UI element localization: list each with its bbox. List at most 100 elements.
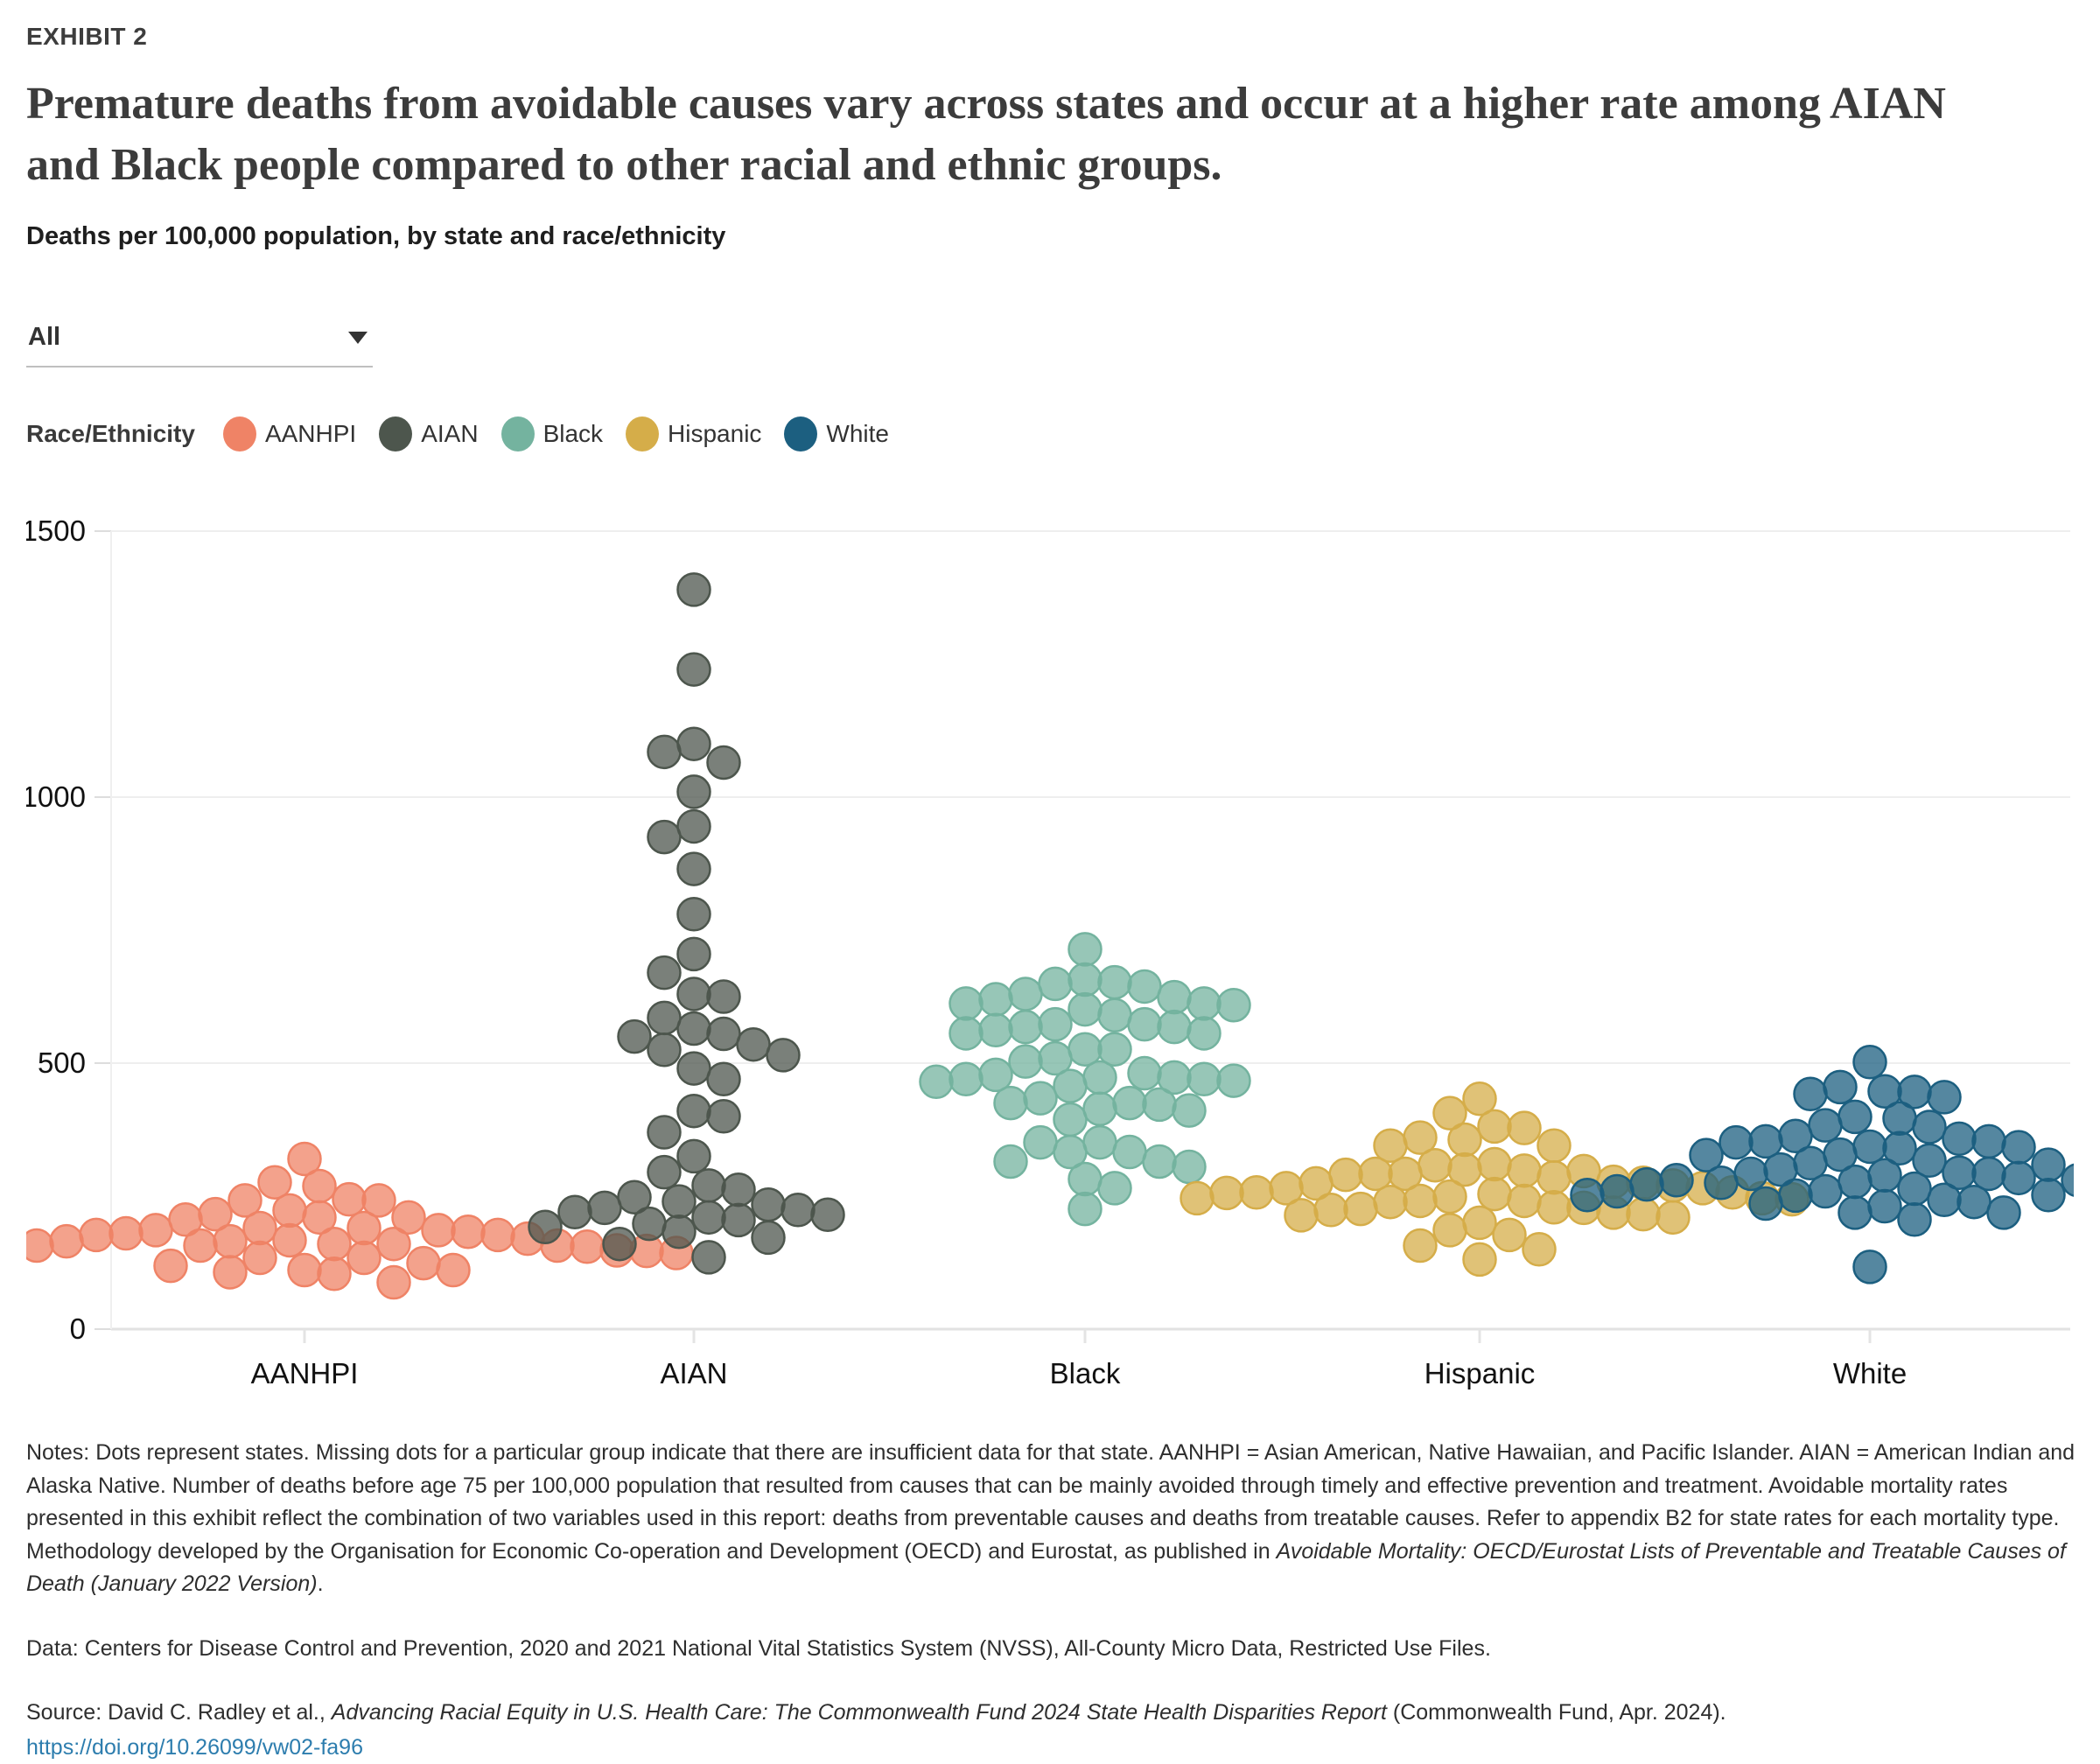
data-point-aanhpi[interactable] [272, 1194, 307, 1228]
data-point-white[interactable] [1600, 1174, 1634, 1209]
data-point-hispanic[interactable] [1656, 1200, 1690, 1236]
data-point-aanhpi[interactable] [421, 1213, 456, 1249]
data-point-black[interactable] [1053, 1102, 1088, 1138]
data-point-white[interactable] [1629, 1167, 1664, 1202]
data-point-white[interactable] [1704, 1166, 1739, 1200]
data-point-aanhpi[interactable] [242, 1241, 277, 1276]
data-point-aanhpi[interactable] [346, 1241, 382, 1276]
data-point-black[interactable] [1127, 970, 1162, 1004]
data-point-hispanic[interactable] [1418, 1148, 1452, 1183]
data-point-black[interactable] [1172, 1150, 1207, 1185]
data-point-aian[interactable] [691, 1168, 726, 1203]
data-point-aian[interactable] [602, 1227, 637, 1262]
data-point-aian[interactable] [721, 1172, 756, 1208]
data-point-hispanic[interactable] [1522, 1232, 1557, 1267]
data-point-hispanic[interactable] [1239, 1175, 1274, 1210]
data-point-white[interactable] [1912, 1110, 1947, 1145]
data-point-white[interactable] [1718, 1125, 1754, 1160]
data-point-white[interactable] [2001, 1160, 2036, 1196]
data-point-white[interactable] [1942, 1121, 1977, 1157]
data-point-black[interactable] [1097, 965, 1132, 1000]
data-point-hispanic[interactable] [1373, 1128, 1408, 1164]
data-point-white[interactable] [1971, 1124, 2006, 1159]
data-point-hispanic[interactable] [1626, 1197, 1661, 1232]
data-point-white[interactable] [2031, 1178, 2066, 1213]
data-point-aanhpi[interactable] [108, 1216, 144, 1251]
data-point-aian[interactable] [706, 746, 741, 780]
data-point-black[interactable] [1097, 998, 1132, 1033]
data-point-aanhpi[interactable] [242, 1211, 277, 1246]
data-point-aian[interactable] [751, 1221, 786, 1256]
data-point-aanhpi[interactable] [49, 1224, 84, 1259]
data-point-white[interactable] [1823, 1069, 1858, 1105]
data-point-aian[interactable] [766, 1038, 801, 1074]
data-point-black[interactable] [1023, 1125, 1058, 1160]
data-point-aian[interactable] [676, 897, 711, 932]
data-point-hispanic[interactable] [1432, 1180, 1467, 1214]
data-point-aian[interactable] [662, 1214, 696, 1250]
data-point-black[interactable] [1216, 988, 1251, 1023]
data-point-black[interactable] [948, 986, 984, 1022]
data-point-white[interactable] [1689, 1138, 1724, 1173]
data-point-white[interactable] [1793, 1076, 1828, 1112]
data-point-black[interactable] [1008, 976, 1043, 1012]
data-point-aian[interactable] [676, 774, 711, 810]
data-point-aanhpi[interactable] [436, 1253, 471, 1288]
data-point-aian[interactable] [691, 1200, 726, 1236]
data-point-white[interactable] [1808, 1174, 1843, 1209]
data-point-hispanic[interactable] [1343, 1192, 1378, 1227]
data-point-aian[interactable] [632, 1207, 667, 1242]
data-point-aanhpi[interactable] [19, 1228, 54, 1264]
data-point-white[interactable] [1897, 1172, 1932, 1207]
data-point-aanhpi[interactable] [272, 1223, 307, 1258]
data-point-aanhpi[interactable] [183, 1228, 218, 1264]
data-point-aanhpi[interactable] [213, 1224, 248, 1259]
data-point-black[interactable] [978, 982, 1013, 1018]
data-point-white[interactable] [1867, 1158, 1902, 1194]
data-point-black[interactable] [1142, 1144, 1177, 1180]
data-point-black[interactable] [919, 1064, 954, 1100]
data-point-aian[interactable] [647, 1032, 682, 1068]
data-point-white[interactable] [1986, 1195, 2021, 1230]
data-point-aian[interactable] [676, 652, 711, 688]
data-point-black[interactable] [993, 1086, 1028, 1121]
data-point-white[interactable] [1838, 1100, 1872, 1135]
data-point-black[interactable] [1068, 992, 1102, 1027]
data-point-aanhpi[interactable] [376, 1227, 411, 1262]
data-point-hispanic[interactable] [1536, 1128, 1572, 1164]
data-point-aian[interactable] [647, 1155, 682, 1190]
data-point-aian[interactable] [676, 1094, 711, 1129]
data-point-aanhpi[interactable] [153, 1249, 188, 1284]
data-point-hispanic[interactable] [1507, 1153, 1542, 1188]
data-point-white[interactable] [1808, 1108, 1843, 1144]
data-point-black[interactable] [993, 1144, 1028, 1180]
data-point-aian[interactable] [676, 809, 711, 844]
data-point-white[interactable] [1882, 1101, 1917, 1137]
data-point-white[interactable] [1927, 1182, 1962, 1218]
data-point-black[interactable] [1157, 980, 1192, 1015]
data-point-hispanic[interactable] [1432, 1213, 1467, 1249]
data-point-white[interactable] [1897, 1202, 1932, 1237]
data-point-hispanic[interactable] [1373, 1185, 1408, 1220]
data-point-black[interactable] [1068, 1162, 1102, 1197]
data-point-aanhpi[interactable] [213, 1255, 248, 1291]
data-point-aian[interactable] [691, 1240, 726, 1276]
data-point-black[interactable] [1186, 1061, 1222, 1097]
data-point-hispanic[interactable] [1507, 1110, 1542, 1146]
data-point-black[interactable] [1172, 1093, 1207, 1129]
data-point-aian[interactable] [647, 820, 682, 855]
data-point-hispanic[interactable] [1477, 1109, 1512, 1144]
data-point-aanhpi[interactable] [451, 1214, 486, 1250]
data-point-white[interactable] [1852, 1045, 1887, 1080]
data-point-hispanic[interactable] [1462, 1206, 1497, 1241]
data-point-hispanic[interactable] [1477, 1147, 1512, 1182]
doi-link[interactable]: https://doi.org/10.26099/vw02-fa96 [26, 1734, 363, 1760]
data-point-white[interactable] [1570, 1178, 1605, 1213]
data-point-hispanic[interactable] [1328, 1158, 1363, 1193]
data-point-aian[interactable] [721, 1202, 756, 1238]
data-point-aanhpi[interactable] [317, 1256, 352, 1292]
data-point-aanhpi[interactable] [317, 1227, 352, 1262]
data-point-hispanic[interactable] [1447, 1152, 1482, 1187]
data-point-white[interactable] [1838, 1165, 1872, 1200]
data-point-black[interactable] [1186, 1016, 1222, 1052]
